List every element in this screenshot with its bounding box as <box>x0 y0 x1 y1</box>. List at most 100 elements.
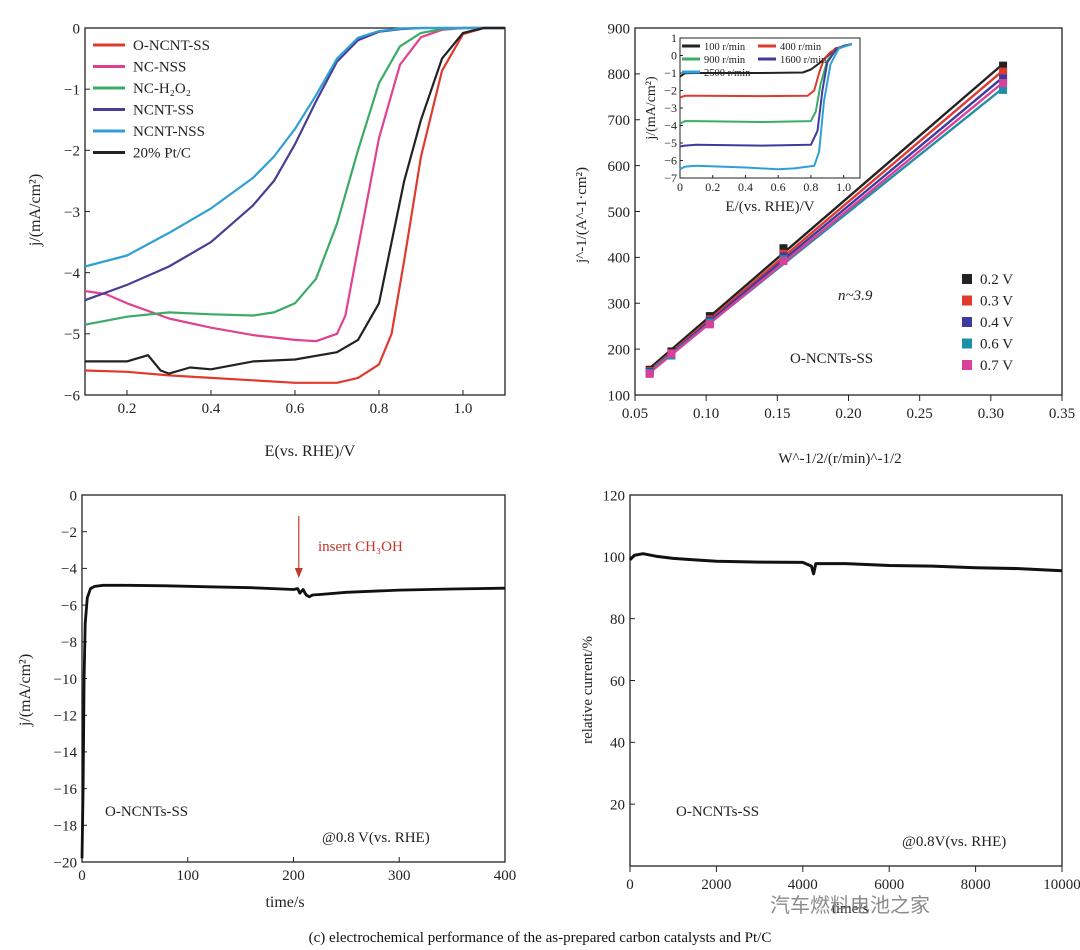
panel-d-ylabel: relative current/% <box>580 636 596 744</box>
panel-b-point <box>705 320 714 329</box>
panel-c-ylabel: j/(mA/cm²) <box>17 654 34 727</box>
panel-b-point <box>779 257 788 266</box>
panel-c-ytick-label: −16 <box>54 782 78 798</box>
panel-b-ytick-label: 200 <box>608 342 631 358</box>
panel-b-point <box>999 85 1008 94</box>
panel-d-ytick-label: 80 <box>610 612 625 628</box>
inset-ytick-label: −6 <box>664 154 677 168</box>
inset-legend-label: 400 r/min <box>780 42 822 53</box>
panel-c-xtick-label: 0 <box>78 868 86 884</box>
panel-c-ytick-label: −18 <box>54 819 77 835</box>
panel-b-legend-label: 0.7 V <box>980 358 1013 374</box>
panel-d-ytick-label: 60 <box>610 674 625 690</box>
panel-b-legend-marker <box>962 274 972 284</box>
panel-a-ylabel: j/(mA/cm²) <box>27 174 44 247</box>
panel-b-point <box>779 244 788 253</box>
panel-a-series-20% Pt/C <box>85 26 505 375</box>
panel-d-ytick-label: 100 <box>603 550 626 566</box>
inset-xlabel: E/(vs. RHE)/V <box>725 199 814 215</box>
panel-a-xtick-label: 0.4 <box>202 401 221 417</box>
panel-c-ytick-label: −8 <box>61 635 77 651</box>
panel-a-legend-label: 20% Pt/C <box>133 146 191 162</box>
panel-c-series <box>80 583 506 859</box>
panel-d-xtick-label: 0 <box>626 877 634 893</box>
panel-b-point <box>999 67 1008 76</box>
panel-d-xtick-label: 4000 <box>788 877 818 893</box>
panel-c-xtick-label: 400 <box>494 868 517 884</box>
panel-b-legend-label: 0.6 V <box>980 337 1013 353</box>
panel-b-point <box>999 79 1008 88</box>
panel-d-xtick-label: 6000 <box>874 877 904 893</box>
panel-b-legend-marker <box>962 360 972 370</box>
inset-legend-label: 900 r/min <box>704 55 746 66</box>
inset-ytick-label: −3 <box>664 101 677 115</box>
panel-c-xtick-label: 200 <box>282 868 305 884</box>
panel-b-ytick-label: 100 <box>608 388 631 404</box>
panel-b-point <box>645 369 654 378</box>
panel-a-ytick-label: −3 <box>64 205 80 221</box>
panel-b-ytick-label: 600 <box>608 159 631 175</box>
panel-b-legend-marker <box>962 317 972 327</box>
panel-a-legend-label: NC-H₂O₂ <box>133 81 191 97</box>
panel-d-ytick-label: 20 <box>610 797 625 813</box>
panel-b-ytick-label: 700 <box>608 113 631 129</box>
inset-legend-label: 2500 r/min <box>704 68 751 79</box>
panel-c-xlabel: time/s <box>265 894 304 911</box>
panel-b-ytick-label: 400 <box>608 251 631 267</box>
panel-b-legend-label: 0.4 V <box>980 315 1013 331</box>
panel-b-point <box>999 74 1008 83</box>
panel-d-xtick-label: 10000 <box>1043 877 1080 893</box>
panel-a-legend-label: NC-NSS <box>133 60 186 76</box>
inset-ylabel: j/(mA/cm²) <box>644 76 659 141</box>
figure-caption: (c) electrochemical performance of the a… <box>308 930 772 946</box>
inset-xtick-label: 0 <box>677 180 683 194</box>
panel-b-xtick-label: 0.05 <box>622 406 648 422</box>
panel-c-ytick-label: −10 <box>54 672 77 688</box>
panel-a-legend-label: O-NCNT-SS <box>133 38 210 54</box>
inset-xtick-label: 0.4 <box>738 180 753 194</box>
panel-a-series-NCNT-NSS <box>84 26 505 268</box>
panel-a-series-NC-H₂O₂ <box>84 26 505 326</box>
panel-a-xtick-label: 0.8 <box>370 401 389 417</box>
panel-a-ytick-label: −2 <box>64 144 80 160</box>
inset-xtick-label: 0.2 <box>705 180 720 194</box>
panel-b-legend-marker <box>962 338 972 349</box>
panel-a-ytick-label: −4 <box>64 266 80 282</box>
panel-d-xtick-label: 8000 <box>961 877 991 893</box>
panel-d-annotation-sample: O-NCNTs-SS <box>676 804 759 820</box>
panel-b-xlabel: W^-1/2/(r/min)^-1/2 <box>778 451 901 467</box>
panel-c-xtick-label: 100 <box>177 868 200 884</box>
inset-xtick-label: 0.8 <box>803 180 818 194</box>
inset-xtick-label: 1.0 <box>836 180 851 194</box>
panel-c-arrow-head <box>294 568 303 578</box>
panel-b-legend-label: 0.3 V <box>980 294 1013 310</box>
panel-c-ytick-label: −4 <box>61 562 77 578</box>
watermark-text: 汽车燃料电池之家 <box>770 893 930 917</box>
panel-b-xtick-label: 0.10 <box>693 406 719 422</box>
panel-a-legend-label: NCNT-SS <box>133 103 194 119</box>
panel-c-ytick-label: −2 <box>61 525 77 541</box>
panel-a-ytick-label: −1 <box>64 82 80 98</box>
panel-b-xtick-label: 0.15 <box>764 406 790 422</box>
panel-d-annotation-condition: @0.8V(vs. RHE) <box>902 834 1006 850</box>
inset-ytick-label: 1 <box>671 31 677 45</box>
panel-a-xtick-label: 0.2 <box>118 401 137 417</box>
inset-legend-label: 1600 r/min <box>780 55 827 66</box>
panel-b-point <box>999 61 1008 70</box>
inset-legend-label: 100 r/min <box>704 42 746 53</box>
inset-ytick-label: −1 <box>664 66 677 80</box>
panel-b-xtick-label: 0.20 <box>835 406 861 422</box>
panel-b-xtick-label: 0.35 <box>1049 406 1075 422</box>
panel-d-ytick-label: 120 <box>603 488 626 504</box>
inset-frame <box>679 37 861 179</box>
inset-ytick-label: −4 <box>664 119 677 133</box>
panel-b-annotation-sample: O-NCNTs-SS <box>790 351 873 367</box>
inset-xtick-label: 0.6 <box>771 180 786 194</box>
panel-d-series <box>628 552 1063 576</box>
panel-a-ytick-label: −6 <box>64 388 80 404</box>
panel-b-ytick-label: 900 <box>608 21 631 37</box>
panel-c-ytick-label: 0 <box>70 488 78 504</box>
panel-a-xtick-label: 1.0 <box>454 401 473 417</box>
panel-a-series-O-NCNT-SS <box>84 26 505 384</box>
